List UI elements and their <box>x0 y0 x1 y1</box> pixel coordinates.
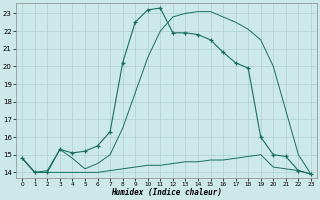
X-axis label: Humidex (Indice chaleur): Humidex (Indice chaleur) <box>111 188 222 197</box>
